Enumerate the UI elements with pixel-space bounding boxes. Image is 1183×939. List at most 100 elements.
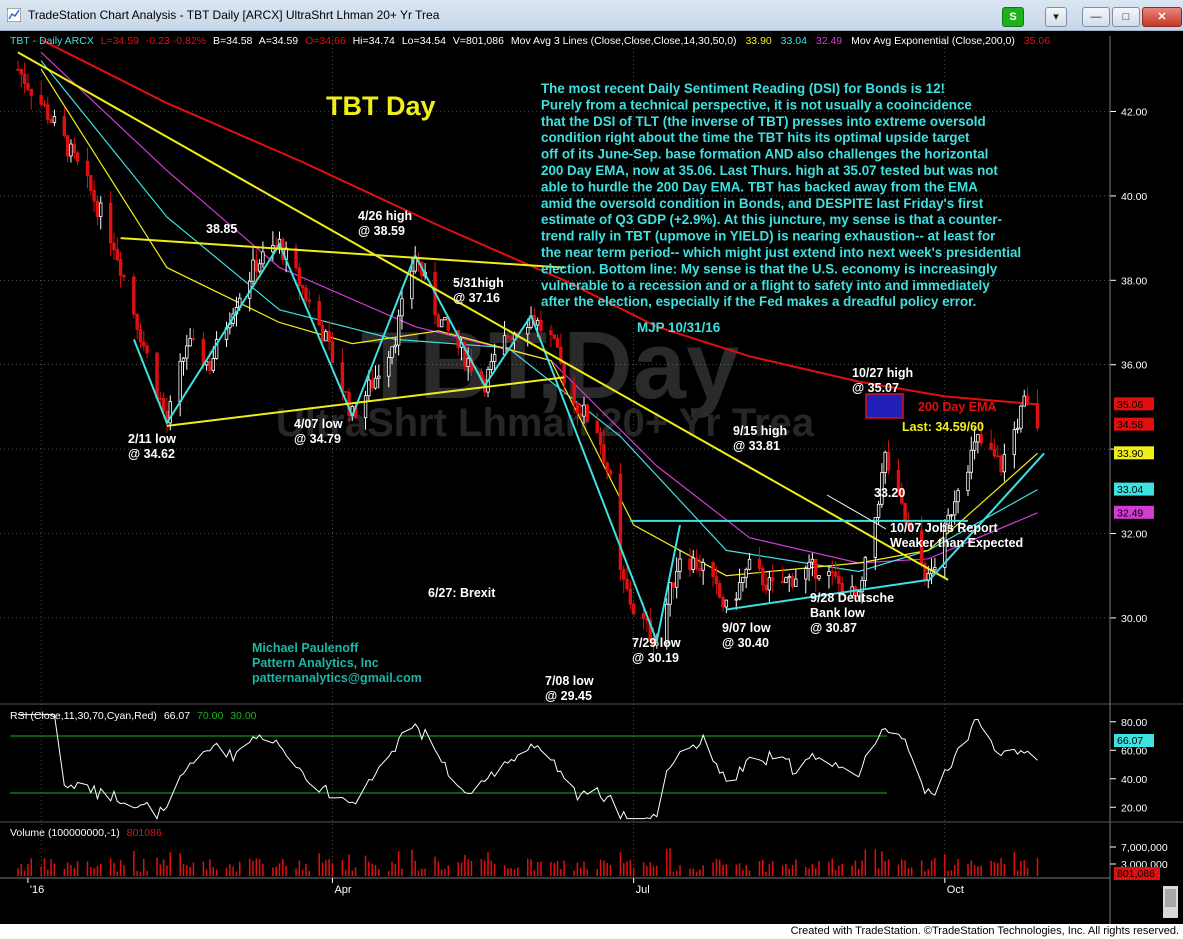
candle-body xyxy=(535,319,540,326)
candle-body xyxy=(92,190,96,202)
candle-body xyxy=(585,404,590,422)
price-chart[interactable]: TBT,Day UltraShrt Lhman 20+ Yr Trea 42.0… xyxy=(0,31,1183,924)
rsi-oversold: 30.00 xyxy=(230,710,256,722)
volume-tick-7m-label: 7,000,000 xyxy=(1121,842,1168,854)
volume-current-tag-text: 801,086 xyxy=(1117,868,1155,880)
candle-body xyxy=(340,362,345,392)
close-button[interactable]: ✕ xyxy=(1142,7,1182,27)
price-tag-label: 32.49 xyxy=(1117,507,1143,519)
price-axis-label: 30.00 xyxy=(1121,613,1147,625)
candle-body xyxy=(999,455,1003,473)
candle-body xyxy=(108,202,113,244)
header-bid: B=34.58 xyxy=(213,35,253,47)
candle-body xyxy=(181,357,186,362)
candle-body xyxy=(575,402,580,414)
candle-body xyxy=(956,490,960,503)
candle-body xyxy=(42,103,47,106)
label-907-value: @ 30.40 xyxy=(722,636,769,650)
candle-body xyxy=(29,88,33,96)
candle-body xyxy=(1025,395,1030,404)
ema-test-box xyxy=(865,393,904,419)
header-change: -0.23 -0.82% xyxy=(146,35,206,47)
price-tag-label: 33.04 xyxy=(1117,484,1143,496)
rsi-name: RSI (Close,11,30,70,Cyan,Red) xyxy=(10,710,157,722)
candle-body xyxy=(598,432,603,446)
candle-body xyxy=(582,404,586,417)
candle-body xyxy=(555,337,560,348)
candle-body xyxy=(876,503,881,518)
commentary-line: condition right about the time the TBT h… xyxy=(541,130,970,145)
candle-body xyxy=(463,342,467,367)
candle-body xyxy=(608,470,613,475)
volume-current-tag xyxy=(1114,867,1160,880)
candle-body xyxy=(1015,427,1020,431)
candle-body xyxy=(698,568,702,571)
header-open: O=34.66 xyxy=(305,35,346,47)
candle-body xyxy=(817,575,821,579)
strategy-button[interactable]: S xyxy=(1002,7,1024,27)
candle-body xyxy=(618,473,623,570)
candle-body xyxy=(807,561,811,569)
rsi-axis-label: 40.00 xyxy=(1121,774,1147,786)
candle-body xyxy=(300,285,305,289)
candle-body xyxy=(72,143,76,154)
price-axis-label: 42.00 xyxy=(1121,107,1147,119)
commentary-line: that the DSI of TLT (the inverse of TBT)… xyxy=(541,114,986,129)
trendline xyxy=(726,578,929,611)
candle-body xyxy=(274,245,278,247)
price-axis-label: 40.00 xyxy=(1121,191,1147,203)
candle-body xyxy=(969,449,973,473)
candle-body xyxy=(161,398,166,412)
candle-body xyxy=(327,331,331,342)
candle-body xyxy=(860,579,864,593)
label-531-high: 5/31high xyxy=(453,276,504,290)
candle-body xyxy=(188,338,192,347)
candle-body xyxy=(787,576,791,579)
candle-body xyxy=(804,568,808,580)
price-tag-box xyxy=(1114,417,1154,431)
minimize-button[interactable]: — xyxy=(1082,7,1110,27)
candle-body xyxy=(830,571,834,573)
label-brexit: 6/27: Brexit xyxy=(428,586,496,600)
candle-body xyxy=(764,584,768,591)
candle-body xyxy=(622,568,626,580)
candle-body xyxy=(132,276,136,315)
chart-title: TBT Day xyxy=(326,91,436,121)
candle-body xyxy=(996,455,1000,458)
header-lo: Lo=34.54 xyxy=(402,35,446,47)
candle-body xyxy=(678,558,682,572)
candle-body xyxy=(46,104,50,120)
label-1007-jobs: 10/07 Jobs Report xyxy=(890,521,999,535)
candle-body xyxy=(651,638,656,646)
candle-body xyxy=(857,591,861,597)
candle-body xyxy=(436,314,441,328)
status-bar: Created with TradeStation. ©TradeStation… xyxy=(0,924,1183,939)
candle-body xyxy=(900,490,904,504)
commentary-line: election. Bottom line: My sense is that … xyxy=(541,261,998,276)
header-mav-v1: 33.90 xyxy=(745,35,771,47)
candle-body xyxy=(711,562,715,578)
candle-body xyxy=(214,339,219,359)
scrollbar-thumb[interactable] xyxy=(1165,889,1176,907)
candle-body xyxy=(62,116,67,136)
candle-body xyxy=(492,354,497,363)
maximize-button[interactable]: □ xyxy=(1112,7,1140,27)
commentary-line: after the election, especially if the Fe… xyxy=(541,294,976,309)
copyright-text: Created with TradeStation. ©TradeStation… xyxy=(790,925,1179,937)
candle-body xyxy=(439,319,444,328)
label-729-low: 7/29 low xyxy=(632,636,681,650)
candle-body xyxy=(976,434,980,443)
candle-body xyxy=(1022,395,1026,407)
commentary-line: Purely from a technical perspective, it … xyxy=(541,97,972,112)
candle-body xyxy=(211,358,215,371)
price-tag-label: 35.06 xyxy=(1117,399,1143,411)
candle-body xyxy=(979,434,983,444)
candle-body xyxy=(95,200,100,217)
time-axis-label: Jul xyxy=(636,884,650,896)
candle-body xyxy=(770,577,775,582)
label-33-20: 33.20 xyxy=(874,486,905,500)
rsi-current-tag xyxy=(1114,734,1154,747)
window-menu-button[interactable]: ▾ xyxy=(1045,7,1067,27)
label-426-high: 4/26 high xyxy=(358,209,412,223)
label-531-value: @ 37.16 xyxy=(453,291,500,305)
